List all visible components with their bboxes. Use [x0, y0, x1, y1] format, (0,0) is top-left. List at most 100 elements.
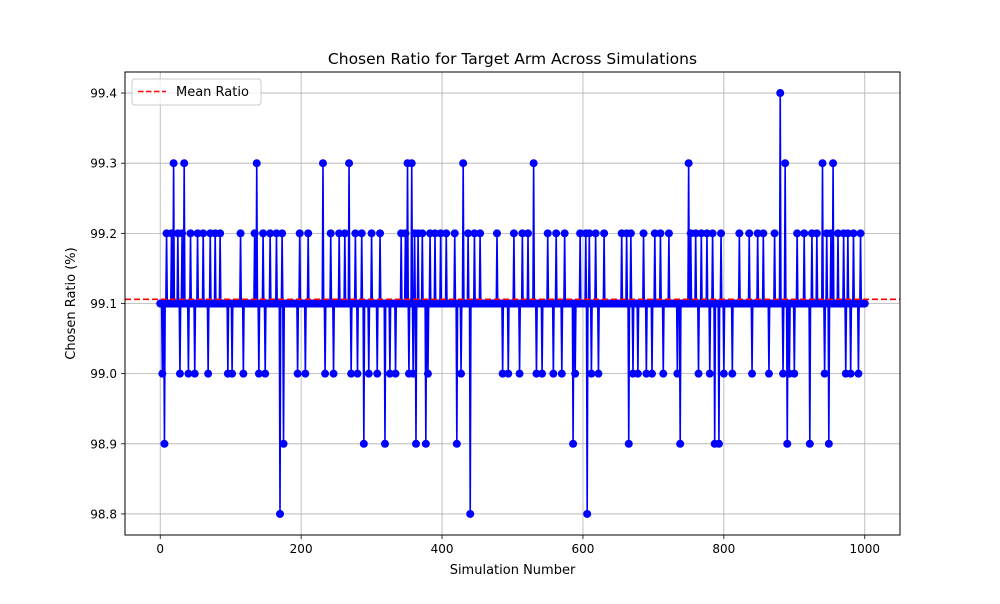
data-point: [199, 229, 208, 238]
x-tick-label: 1000: [849, 542, 880, 556]
x-tick-label: 0: [156, 542, 164, 556]
data-point: [650, 229, 659, 238]
data-point: [470, 229, 479, 238]
data-point: [532, 369, 541, 378]
data-point: [543, 229, 552, 238]
data-point: [781, 159, 790, 168]
data-point: [849, 229, 858, 238]
data-point: [664, 229, 673, 238]
data-point: [854, 369, 863, 378]
data-point: [518, 229, 527, 238]
data-point: [576, 229, 585, 238]
data-point: [860, 299, 869, 308]
data-point: [193, 229, 202, 238]
data-point: [691, 229, 700, 238]
data-point: [301, 369, 310, 378]
data-point: [239, 369, 248, 378]
data-point: [216, 229, 225, 238]
data-point: [571, 369, 580, 378]
data-point: [820, 369, 829, 378]
y-tick-label: 99.2: [90, 227, 117, 241]
x-tick-label: 200: [290, 542, 313, 556]
data-point: [367, 229, 376, 238]
data-point: [359, 439, 368, 448]
data-point: [376, 229, 385, 238]
data-point: [335, 229, 344, 238]
data-point: [812, 229, 821, 238]
data-point: [591, 229, 600, 238]
data-point: [169, 159, 178, 168]
data-point: [236, 229, 245, 238]
y-tick-label: 99.0: [90, 367, 117, 381]
data-point: [261, 369, 270, 378]
data-point: [557, 369, 566, 378]
legend-mean-label: Mean Ratio: [176, 85, 249, 100]
data-point: [385, 369, 394, 378]
data-point: [626, 229, 635, 238]
data-point: [673, 369, 682, 378]
data-point: [278, 229, 287, 238]
data-point: [648, 369, 656, 378]
data-point: [407, 159, 416, 168]
data-point: [272, 229, 281, 238]
data-point: [259, 229, 268, 238]
data-point: [340, 229, 349, 238]
data-point: [694, 369, 703, 378]
data-point: [642, 369, 651, 378]
data-point: [753, 229, 762, 238]
data-point: [228, 369, 237, 378]
y-tick-label: 99.1: [90, 297, 117, 311]
data-point: [276, 509, 284, 518]
data-point: [411, 439, 420, 448]
data-point: [466, 509, 475, 518]
data-point: [783, 439, 792, 448]
data-point: [759, 229, 768, 238]
data-point: [160, 439, 169, 448]
data-point: [834, 229, 842, 238]
data-point: [401, 229, 410, 238]
data-point: [509, 229, 518, 238]
data-point: [719, 369, 728, 378]
data-point: [594, 369, 603, 378]
data-point: [180, 159, 189, 168]
data-point: [793, 229, 802, 238]
data-point: [391, 369, 400, 378]
data-point: [279, 439, 288, 448]
data-point: [266, 229, 275, 238]
data-point: [705, 369, 714, 378]
data-point: [442, 229, 451, 238]
data-point: [351, 229, 360, 238]
data-point: [504, 369, 513, 378]
data-layer: [125, 89, 900, 518]
chart-title: Chosen Ratio for Target Arm Across Simul…: [328, 50, 697, 68]
data-point: [826, 229, 835, 238]
data-point: [560, 229, 569, 238]
data-point: [431, 229, 439, 238]
data-point: [600, 229, 609, 238]
y-tick-label: 98.9: [90, 437, 117, 451]
data-point: [779, 369, 788, 378]
y-axis-label: Chosen Ratio (%): [64, 247, 79, 359]
data-point: [418, 229, 427, 238]
x-axis-label: Simulation Number: [450, 563, 576, 578]
data-point: [714, 439, 723, 448]
data-point: [552, 229, 561, 238]
y-tick-label: 99.4: [90, 87, 117, 101]
data-point: [856, 229, 865, 238]
data-point: [252, 159, 261, 168]
data-point: [459, 159, 468, 168]
data-point: [373, 369, 382, 378]
axis-ticks: 0 200 400 600 800 1000 98.8 98.9 99.0 99.1 99.2 99.…: [90, 87, 880, 556]
data-point: [175, 369, 184, 378]
data-point: [585, 229, 594, 238]
x-tick-label: 800: [712, 542, 735, 556]
data-point: [450, 229, 459, 238]
data-point: [728, 369, 737, 378]
data-point: [436, 229, 445, 238]
data-point: [423, 369, 432, 378]
data-point: [659, 369, 668, 378]
data-point: [515, 369, 524, 378]
data-point: [464, 229, 473, 238]
data-point: [190, 369, 199, 378]
data-point: [321, 369, 330, 378]
